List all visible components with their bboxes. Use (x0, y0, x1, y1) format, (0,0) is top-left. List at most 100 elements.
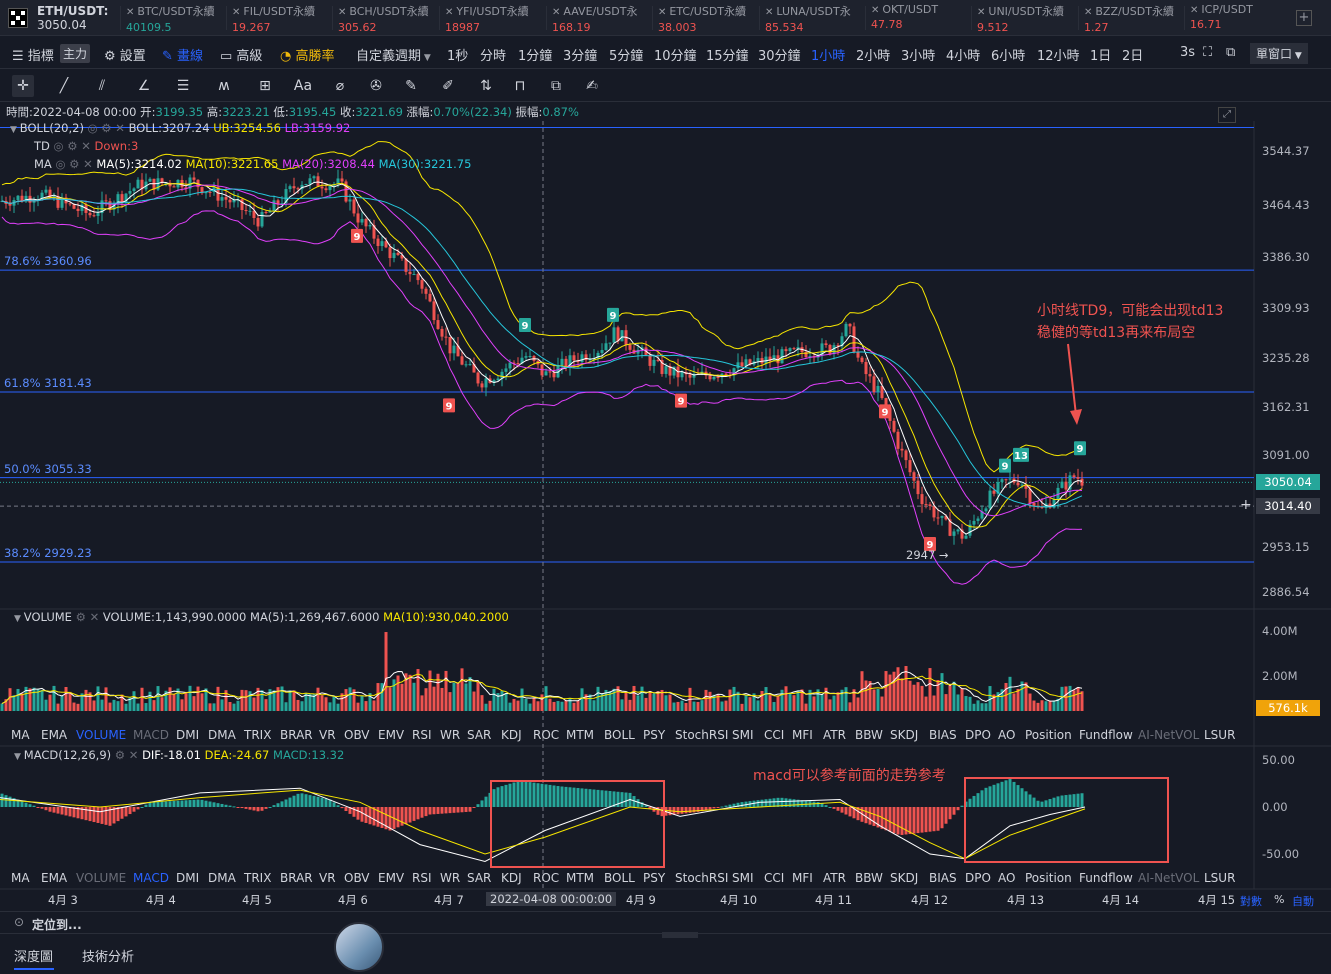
indicator-tab-vr[interactable]: VR (319, 728, 336, 742)
ticker-item[interactable]: ✕ FIL/USDT永續 19.267 (232, 0, 332, 36)
copy-icon[interactable]: ⊓ (514, 78, 526, 94)
indicator-tab-fundflow[interactable]: Fundflow (1079, 871, 1133, 885)
td-legend[interactable]: TD ◎ ⚙ ✕ Down:3 (34, 139, 138, 153)
period-8[interactable]: 1小時 (811, 49, 846, 64)
ticker-item[interactable]: ✕ ICP/USDT 16.71 (1190, 0, 1290, 36)
brush-icon[interactable]: ⌀ (335, 78, 345, 94)
indicator-tab-trix[interactable]: TRIX (244, 728, 272, 742)
tab-technical-analysis[interactable]: 技術分析 (82, 950, 135, 965)
settings-button[interactable]: ⚙ 設置 (104, 45, 146, 64)
close-icon[interactable]: ✕ (128, 748, 143, 762)
indicator-tab-macd[interactable]: MACD (133, 728, 169, 742)
indicator-tab-fundflow[interactable]: Fundflow (1079, 728, 1133, 742)
ticker-item[interactable]: ✕ AAVE/USDT永 168.19 (552, 0, 652, 36)
period-5[interactable]: 10分鐘 (654, 49, 697, 64)
indicator-tab-wr[interactable]: WR (440, 871, 461, 885)
add-ticker-button[interactable]: + (1296, 10, 1312, 26)
indicator-tab-mtm[interactable]: MTM (566, 728, 595, 742)
indicator-tab-cci[interactable]: CCI (764, 728, 785, 742)
indicator-tab-bbw[interactable]: BBW (855, 871, 883, 885)
ticker-item[interactable]: ✕ BTC/USDT永續 40109.5 (126, 0, 226, 36)
popout-icon[interactable]: ⧉ (1226, 45, 1236, 60)
winrate-button[interactable]: ◔ 高勝率 (280, 45, 335, 64)
volume-legend[interactable]: ▼ VOLUME ⚙ ✕ VOLUME:1,143,990.0000 MA(5)… (14, 610, 509, 624)
gear-icon[interactable]: ⚙ (69, 157, 80, 171)
period-13[interactable]: 12小時 (1037, 49, 1080, 64)
close-icon[interactable]: ✕ (232, 7, 241, 18)
mainforce-badge[interactable]: 主力 (60, 44, 91, 63)
chart-area[interactable]: 9 9 9 9 9 9 9 9 13 9 時間:2022-04-08 00:00 开:3199.3… (0, 103, 1331, 911)
eye-icon[interactable]: ◎ (55, 157, 66, 171)
panel-resize-handle[interactable] (662, 932, 698, 938)
macd-legend[interactable]: ▼ MACD(12,26,9) ⚙ ✕ DIF:-18.01 DEA:-24.6… (14, 748, 344, 762)
indicator-tab-roc[interactable]: ROC (533, 728, 560, 742)
indicator-tab-mfi[interactable]: MFI (792, 871, 813, 885)
indicator-tab-dpo[interactable]: DPO (965, 871, 991, 885)
chart-canvas[interactable]: 9 9 9 9 9 9 9 9 13 9 (0, 103, 1331, 911)
window-mode-dropdown[interactable]: 單窗口 ▼ (1250, 43, 1308, 64)
fullscreen-icon[interactable]: ⛶ (1203, 45, 1213, 60)
indicator-tab-vr[interactable]: VR (319, 871, 336, 885)
period-15[interactable]: 2日 (1122, 49, 1144, 64)
indicator-tab-dmi[interactable]: DMI (176, 728, 200, 742)
indicator-tab-rsi[interactable]: RSI (412, 871, 432, 885)
indicator-tab-obv[interactable]: OBV (344, 871, 370, 885)
gear-icon[interactable]: ⚙ (75, 610, 86, 624)
indicator-tab-ema[interactable]: EMA (41, 728, 68, 742)
indicator-tab-psy[interactable]: PSY (643, 728, 666, 742)
indicator-tab-ai-netvol[interactable]: AI-NetVOL (1138, 871, 1200, 885)
indicator-tab-trix[interactable]: TRIX (244, 871, 272, 885)
indicator-tab-lsur[interactable]: LSUR (1204, 728, 1236, 742)
period-6[interactable]: 15分鐘 (706, 49, 749, 64)
eraser-icon[interactable]: ✇ (370, 78, 382, 94)
indicators-button[interactable]: ☰ 指標 (12, 45, 54, 64)
period-14[interactable]: 1日 (1090, 49, 1112, 64)
close-icon[interactable]: ✕ (1190, 5, 1199, 16)
indicator-tab-dmi[interactable]: DMI (176, 871, 200, 885)
indicator-tab-rsi[interactable]: RSI (412, 728, 432, 742)
indicator-tab-bbw[interactable]: BBW (855, 728, 883, 742)
cursor-icon[interactable]: ✛ (12, 75, 34, 97)
indicator-tab-kdj[interactable]: KDJ (501, 871, 522, 885)
indicator-tab-bias[interactable]: BIAS (929, 728, 957, 742)
collapse-icon[interactable]: ▼ (10, 125, 20, 135)
close-icon[interactable]: ✕ (83, 157, 97, 171)
period-1[interactable]: 分時 (480, 49, 507, 64)
channel-icon[interactable]: ⫽ (98, 78, 106, 94)
indicator-tab-stochrsi[interactable]: StochRSI (675, 728, 729, 742)
close-icon[interactable]: ✕ (552, 7, 561, 18)
indicator-tab-kdj[interactable]: KDJ (501, 728, 522, 742)
indicator-tab-brar[interactable]: BRAR (280, 728, 313, 742)
indicator-tab-sar[interactable]: SAR (467, 728, 492, 742)
auto-scale-toggle[interactable]: 自動 (1292, 895, 1314, 908)
indicator-tab-atr[interactable]: ATR (823, 871, 846, 885)
trash-icon[interactable]: ✍ (586, 78, 598, 94)
percent-scale-toggle[interactable]: % (1274, 893, 1285, 906)
line-icon[interactable]: ╱ (59, 78, 69, 94)
eye-icon[interactable]: ◎ (53, 139, 64, 153)
angle-icon[interactable]: ∠ (137, 78, 151, 94)
refresh-rate[interactable]: 3s (1180, 45, 1196, 60)
eye-icon[interactable]: ◎ (87, 121, 98, 135)
period-0[interactable]: 1秒 (447, 49, 469, 64)
gear-icon[interactable]: ⚙ (114, 748, 126, 762)
indicator-tab-ai-netvol[interactable]: AI-NetVOL (1138, 728, 1200, 742)
indicator-tab-sar[interactable]: SAR (467, 871, 492, 885)
pencil-icon[interactable]: ✎ (405, 78, 417, 94)
indicator-tab-smi[interactable]: SMI (732, 728, 754, 742)
indicator-tab-emv[interactable]: EMV (378, 871, 405, 885)
indicator-tab-volume[interactable]: VOLUME (76, 871, 127, 885)
indicator-tab-ma[interactable]: MA (11, 728, 30, 742)
indicator-tab-wr[interactable]: WR (440, 728, 461, 742)
lock-icon[interactable]: ⇅ (480, 78, 492, 94)
ticker-item[interactable]: ✕ BZZ/USDT永續 1.27 (1084, 0, 1184, 36)
close-icon[interactable]: ✕ (89, 610, 103, 624)
ma-legend[interactable]: MA ◎ ⚙ ✕ MA(5):3214.02 MA(10):3221.65 MA… (34, 157, 471, 171)
indicator-tab-ao[interactable]: AO (998, 728, 1016, 742)
indicator-tab-dpo[interactable]: DPO (965, 728, 991, 742)
text-icon[interactable]: Aa (293, 78, 313, 94)
period-7[interactable]: 30分鐘 (758, 49, 801, 64)
indicator-tab-macd[interactable]: MACD (133, 871, 169, 885)
compare-icon[interactable]: ✐ (442, 78, 454, 94)
indicator-tab-dma[interactable]: DMA (208, 871, 236, 885)
